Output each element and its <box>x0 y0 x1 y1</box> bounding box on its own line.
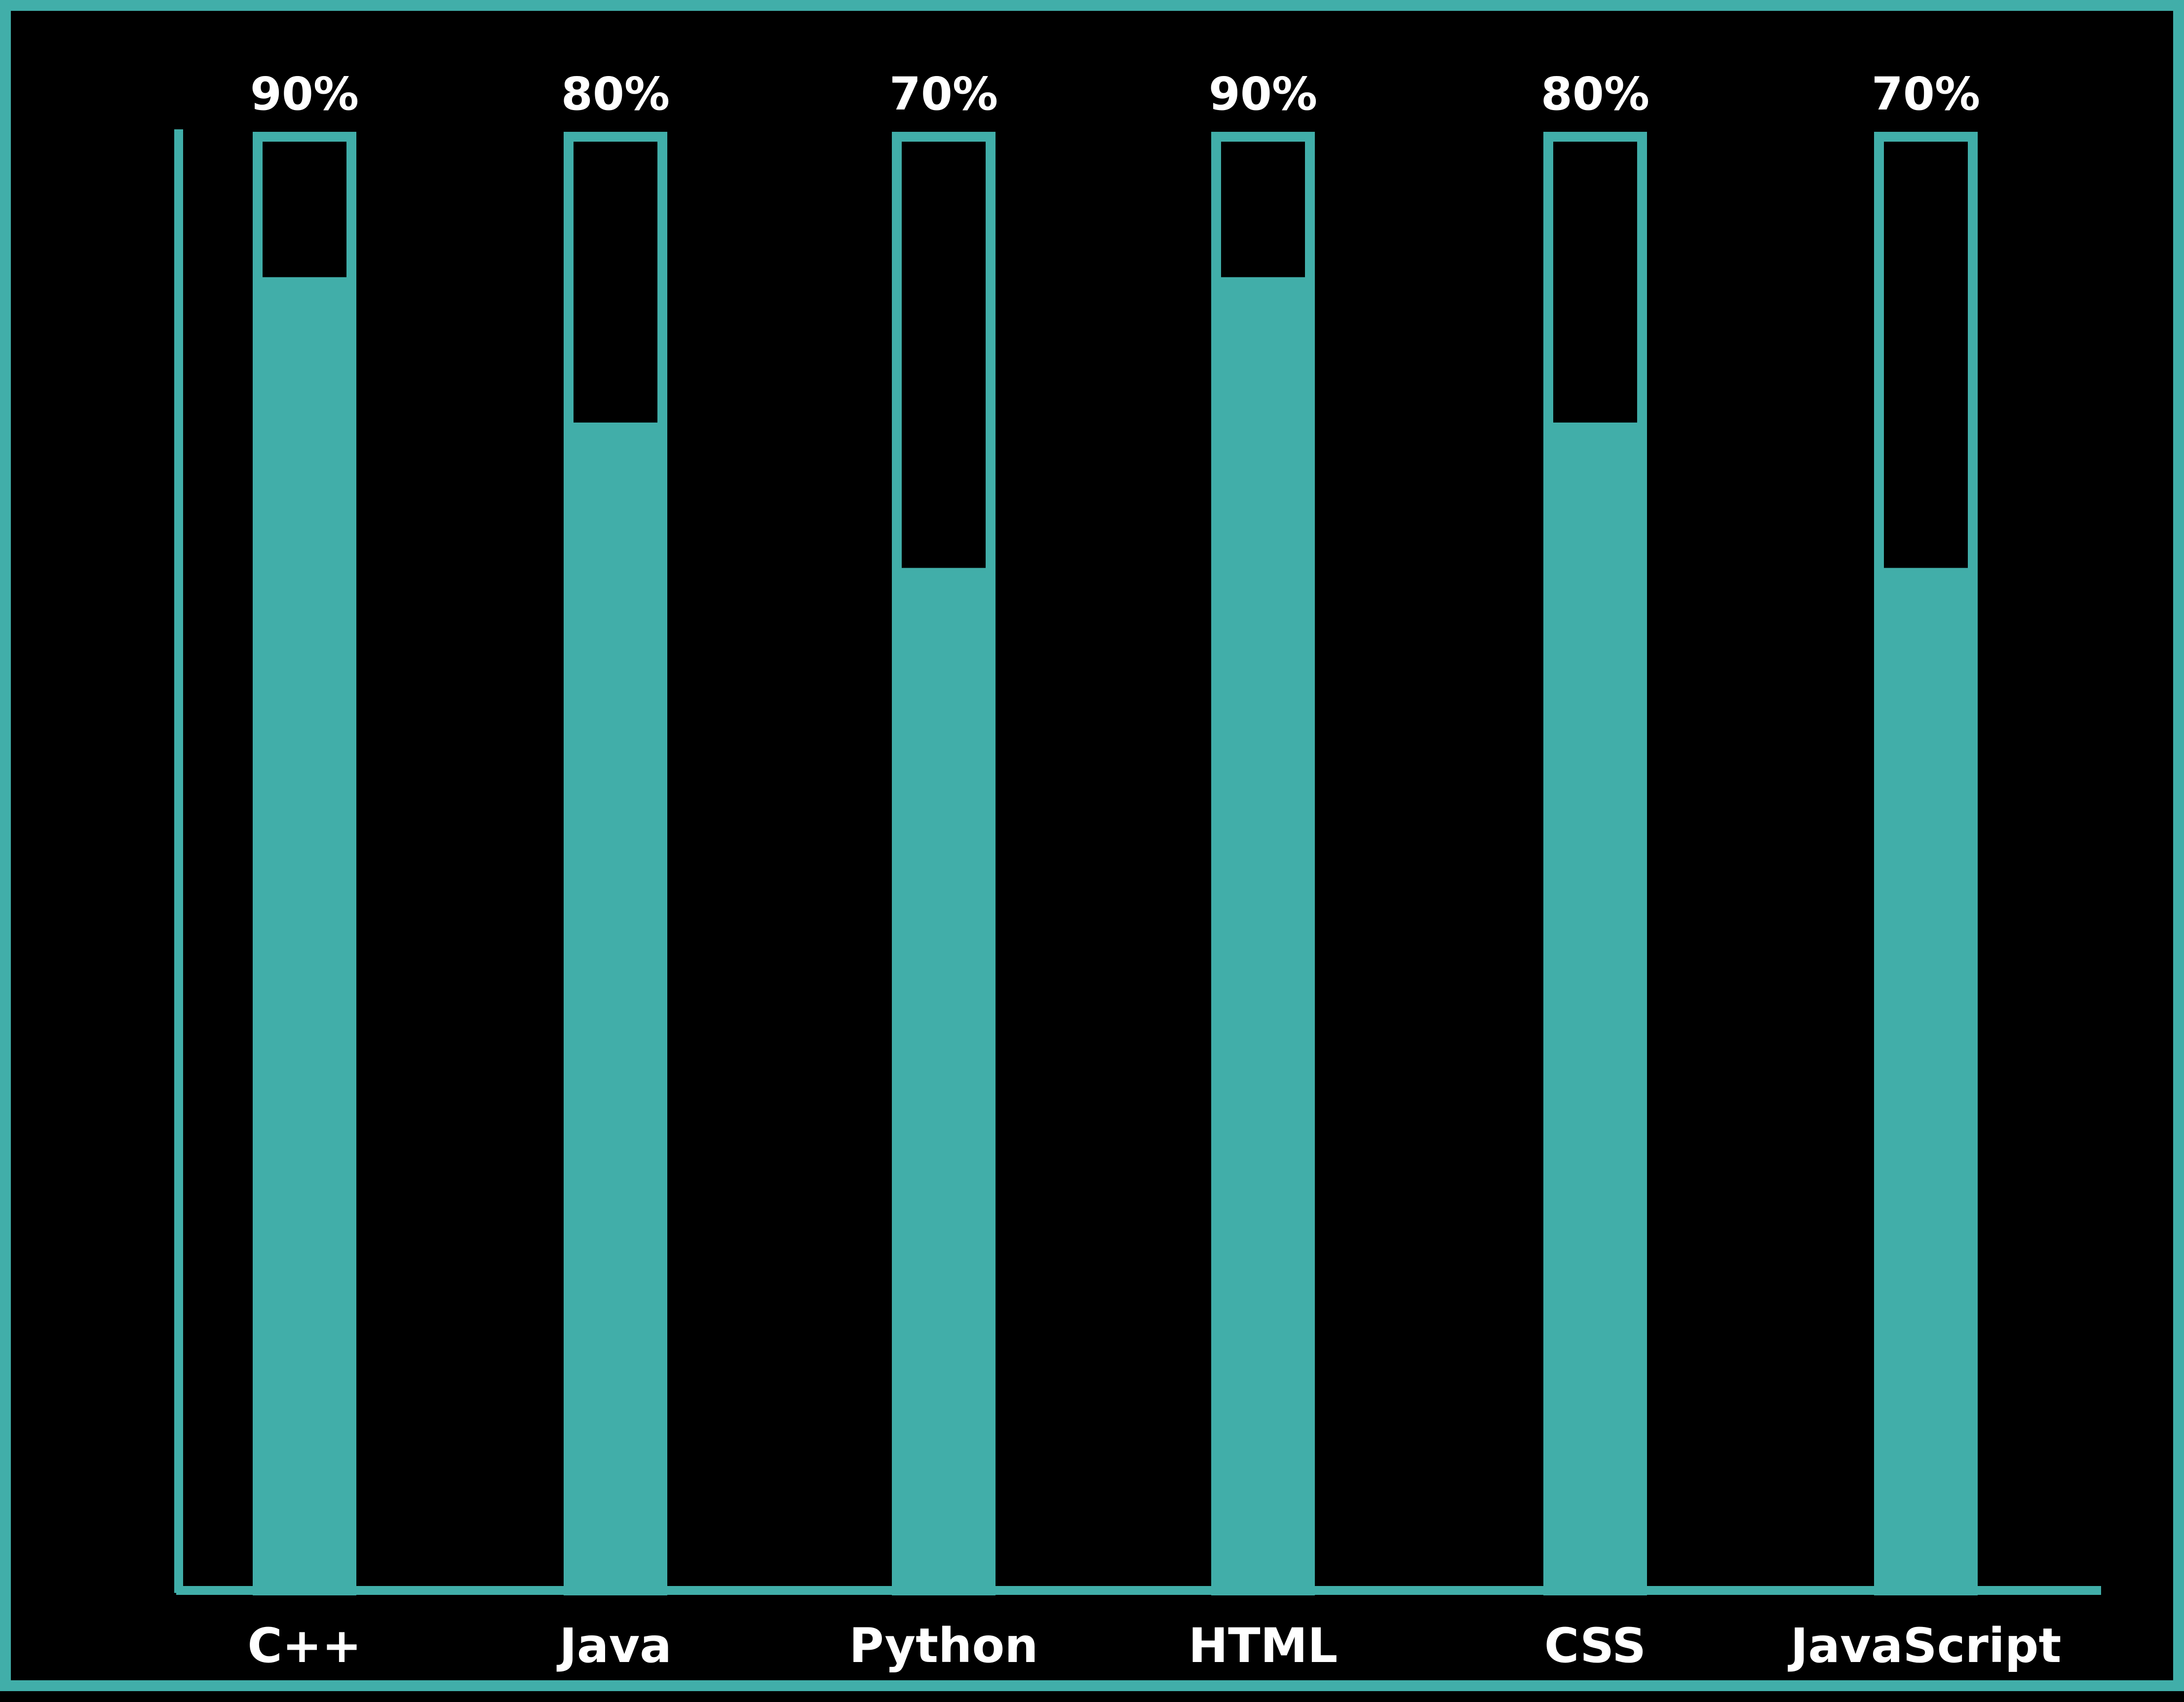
bar-java <box>564 427 667 1595</box>
bar-css <box>1543 427 1647 1595</box>
bar-chart: 90% C++ 80% Java 70% Python 90% HTML 80% CSS 70% Ja… <box>174 68 2101 1673</box>
x-tick-label: Java <box>556 1618 672 1673</box>
data-label: 80% <box>1541 68 1649 120</box>
data-label: 90% <box>1209 68 1317 120</box>
x-tick-label: C++ <box>247 1618 361 1673</box>
data-label: 70% <box>889 68 998 120</box>
bars-layer <box>253 132 1978 1595</box>
bar-outline-java <box>564 132 667 432</box>
labels-layer: 90% C++ 80% Java 70% Python 90% HTML 80% CSS 70% Ja… <box>247 68 2061 1673</box>
x-tick-label: JavaScript <box>1788 1618 2062 1673</box>
bar-outline-python <box>892 132 996 578</box>
bar-outline-html <box>1211 132 1315 287</box>
data-label: 90% <box>250 68 359 120</box>
bar-html <box>1211 282 1315 1595</box>
data-label: 80% <box>561 68 670 120</box>
bar-outline-c- <box>253 132 356 287</box>
x-tick-label: CSS <box>1544 1618 1646 1673</box>
bar-javascript <box>1874 573 1978 1595</box>
x-tick-label: HTML <box>1188 1618 1338 1673</box>
bar-outline-css <box>1543 132 1647 432</box>
data-label: 70% <box>1872 68 1980 120</box>
bar-c- <box>253 282 356 1595</box>
bar-python <box>892 573 996 1595</box>
x-tick-label: Python <box>849 1618 1038 1673</box>
bar-outline-javascript <box>1874 132 1978 578</box>
